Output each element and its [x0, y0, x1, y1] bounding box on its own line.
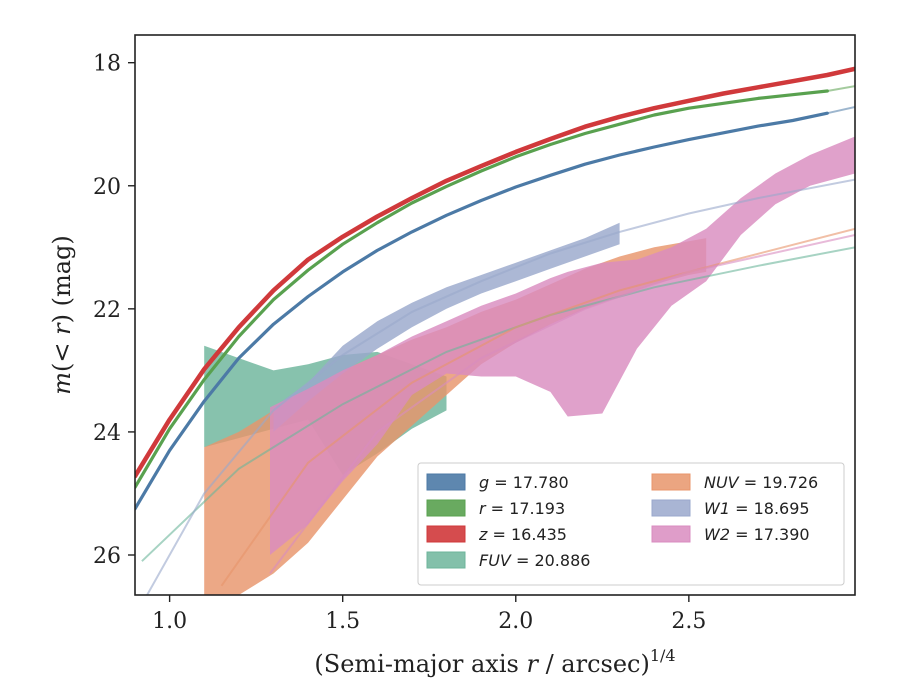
fit-line-W1 — [145, 178, 855, 595]
bands-layer — [204, 136, 855, 595]
y-axis-label: m(< r) (mag) — [48, 235, 76, 395]
x-axis-label: (Semi-major axis r / arcsec)1/4 — [314, 646, 675, 678]
x-tick-label: 2.0 — [498, 609, 533, 634]
legend-label-W1: W1 = 18.695 — [704, 499, 810, 518]
y-axis: 18 20 22 24 26 — [93, 52, 135, 569]
line-g — [135, 111, 829, 511]
fit-line-W2 — [269, 234, 855, 575]
legend-swatch-W2 — [651, 525, 691, 543]
legend-label-NUV: NUV = 19.726 — [704, 473, 818, 492]
legend-swatch-FUV — [426, 551, 466, 569]
legend-item-g: g = 17.780 — [426, 473, 569, 492]
legend-swatch-W1 — [651, 499, 691, 517]
fit-line-FUV — [141, 246, 855, 562]
legend-swatch-g — [426, 473, 466, 491]
band-W1 — [273, 222, 620, 432]
legend: g = 17.780 r = 17.193 z = 16.435 FUV = 20.8… — [417, 462, 845, 586]
band-W2 — [270, 136, 855, 555]
y-tick-label: 22 — [93, 298, 121, 323]
y-tick-label: 24 — [93, 421, 121, 446]
legend-item-W1: W1 = 18.695 — [651, 499, 810, 518]
legend-item-W2: W2 = 17.390 — [651, 525, 810, 544]
plot-frame — [134, 34, 856, 596]
legend-item-FUV: FUV = 20.886 — [426, 551, 590, 570]
legend-swatch-z — [426, 525, 466, 543]
fit-line-r — [827, 85, 855, 92]
legend-item-NUV: NUV = 19.726 — [651, 473, 818, 492]
line-z — [135, 66, 855, 479]
x-tick-label: 2.5 — [671, 609, 706, 634]
legend-box — [417, 462, 845, 586]
legend-item-r: r = 17.193 — [426, 499, 565, 518]
line-r — [135, 89, 829, 489]
legend-item-z: z = 16.435 — [426, 525, 567, 544]
legend-label-W2: W2 = 17.390 — [704, 525, 810, 544]
band-NUV — [204, 238, 707, 595]
legend-label-FUV: FUV = 20.886 — [479, 551, 590, 570]
legend-label-z: z = 16.435 — [478, 525, 567, 544]
legend-label-r: r = 17.193 — [479, 499, 565, 518]
x-axis: 1.0 1.5 2.0 2.5 — [152, 595, 706, 634]
lines-layer — [135, 66, 855, 511]
legend-label-g: g = 17.780 — [479, 473, 569, 492]
y-tick-label: 18 — [93, 52, 121, 77]
fit-lines-layer — [141, 85, 855, 595]
legend-swatch-r — [426, 499, 466, 517]
x-tick-label: 1.5 — [325, 609, 360, 634]
y-tick-label: 20 — [93, 175, 121, 200]
y-tick-label: 26 — [93, 544, 121, 569]
legend-swatch-NUV — [651, 473, 691, 491]
fit-line-NUV — [220, 227, 855, 587]
fit-line-g — [827, 106, 855, 115]
x-tick-label: 1.0 — [152, 609, 187, 634]
